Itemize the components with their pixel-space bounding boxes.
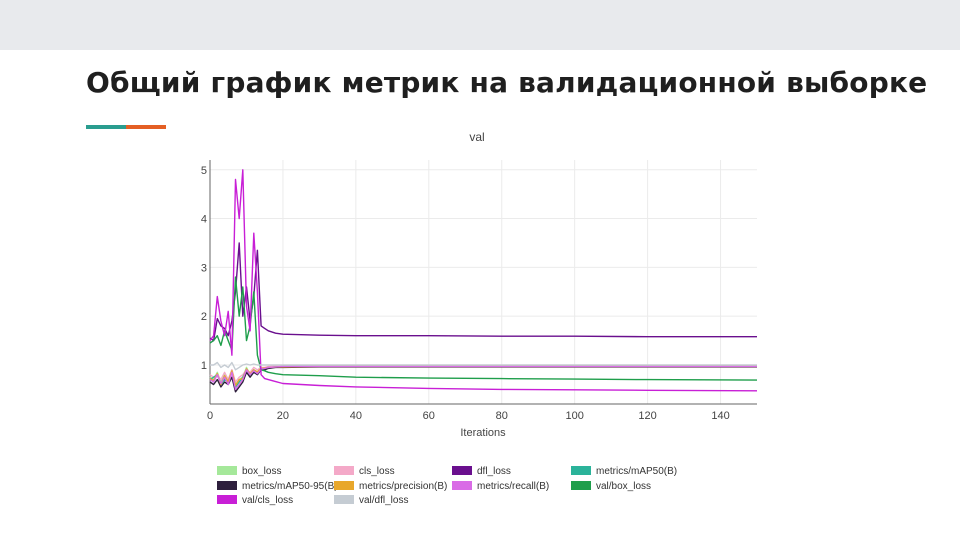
y-tick-label: 2 (201, 311, 207, 323)
x-tick-label: 80 (496, 410, 508, 422)
series-line-dfl-loss (209, 242, 757, 342)
legend-label: val/dfl_loss (359, 495, 408, 506)
legend-item: val/cls_loss (217, 495, 293, 506)
legend-swatch (571, 481, 591, 490)
legend-item: val/box_loss (571, 481, 651, 492)
x-tick-label: 120 (638, 410, 656, 422)
accent-bar-orange (126, 125, 166, 129)
legend-swatch (334, 495, 354, 504)
y-tick-label: 1 (201, 360, 207, 372)
y-tick-label: 3 (201, 262, 207, 274)
legend-label: metrics/recall(B) (477, 481, 549, 492)
series-line-val-dfl-loss (210, 361, 757, 371)
legend-label: metrics/precision(B) (359, 481, 447, 492)
x-tick-label: 100 (565, 410, 583, 422)
x-tick-label: 40 (350, 410, 362, 422)
y-tick-label: 4 (201, 214, 207, 226)
legend-label: box_loss (242, 466, 281, 477)
legend-label: cls_loss (359, 466, 395, 477)
legend-label: val/box_loss (596, 481, 651, 492)
top-band (0, 0, 960, 50)
accent-bar-teal (86, 125, 126, 129)
x-tick-label: 0 (207, 410, 213, 422)
chart-title: val (469, 130, 484, 144)
x-tick-label: 60 (423, 410, 435, 422)
series-line-metrics-precision-b- (209, 365, 757, 387)
legend-swatch (452, 481, 472, 490)
slide-title: Общий график метрик на валидационной выб… (86, 66, 928, 99)
series-lines (209, 169, 758, 393)
axes: 0 20 40 60 80 100 120 140 1 2 3 4 5 (201, 160, 757, 422)
legend-swatch (217, 466, 237, 475)
x-tick-label: 140 (711, 410, 729, 422)
legend: box_loss cls_loss dfl_loss metrics/mAP50(B)… (217, 466, 677, 506)
legend-item: dfl_loss (452, 466, 511, 477)
legend-swatch (334, 466, 354, 475)
legend-item: box_loss (217, 466, 281, 477)
series-line-val-cls-loss (209, 169, 758, 392)
legend-item: metrics/precision(B) (334, 481, 447, 492)
legend-item: metrics/recall(B) (452, 481, 549, 492)
legend-item: metrics/mAP50(B) (571, 466, 677, 477)
legend-swatch (217, 481, 237, 490)
legend-item: cls_loss (334, 466, 395, 477)
legend-swatch (452, 466, 472, 475)
legend-swatch (217, 495, 237, 504)
legend-item: metrics/mAP50-95(B) (217, 481, 338, 492)
legend-item: val/dfl_loss (334, 495, 408, 506)
legend-label: metrics/mAP50-95(B) (242, 481, 338, 492)
series-line-val-box-loss (209, 276, 758, 381)
x-tick-label: 20 (277, 410, 289, 422)
legend-swatch (571, 466, 591, 475)
legend-label: val/cls_loss (242, 495, 293, 506)
legend-swatch (334, 481, 354, 490)
x-axis-label: Iterations (460, 427, 506, 439)
legend-label: metrics/mAP50(B) (596, 466, 677, 477)
legend-label: dfl_loss (477, 466, 511, 477)
series-line-metrics-recall-b- (209, 365, 757, 391)
y-tick-label: 5 (201, 165, 207, 177)
